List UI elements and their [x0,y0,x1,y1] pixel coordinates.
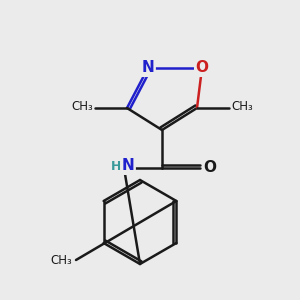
Text: O: O [203,160,217,175]
Text: CH₃: CH₃ [231,100,253,113]
Text: O: O [196,61,208,76]
Text: CH₃: CH₃ [71,100,93,113]
Text: N: N [142,61,154,76]
Text: H: H [111,160,121,172]
Text: CH₃: CH₃ [50,254,72,266]
Text: N: N [122,158,134,173]
